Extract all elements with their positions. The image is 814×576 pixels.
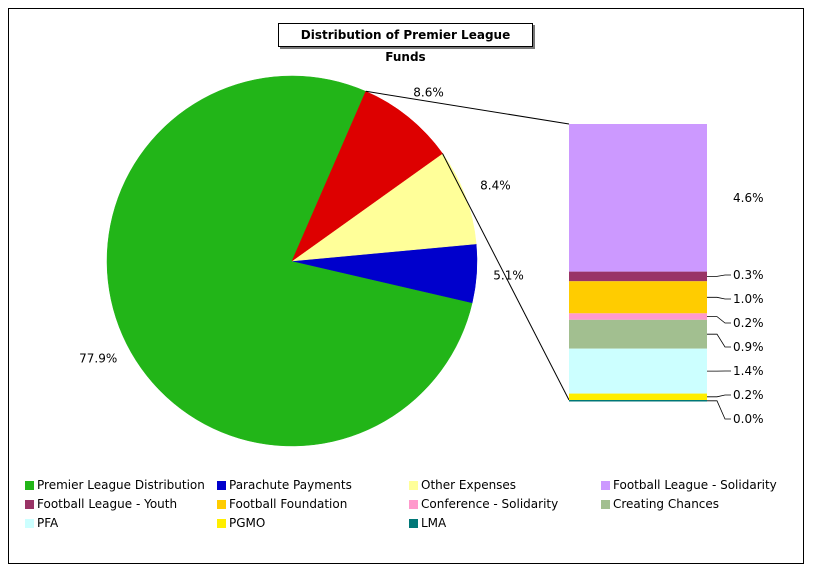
legend-label: Football League - Solidarity: [613, 478, 777, 492]
legend-swatch: [409, 519, 418, 528]
legend-item-football-league-solidarity: Football League - Solidarity: [601, 477, 777, 493]
breakdown-segment-football-league-youth: [569, 271, 707, 282]
breakdown-label-football-league-youth: 0.3%: [733, 268, 764, 282]
legend-swatch: [409, 481, 418, 490]
legend-label: Football League - Youth: [37, 497, 178, 511]
legend-item-football-league-youth: Football League - Youth: [25, 496, 177, 512]
legend-label: Other Expenses: [421, 478, 517, 492]
breakdown-label-football-league-solidarity: 4.6%: [733, 191, 764, 205]
leader-line-conference-solidarity: [707, 316, 731, 324]
legend-label: Creating Chances: [613, 497, 720, 511]
breakdown-connectors: [365, 90, 570, 401]
legend-swatch: [25, 481, 34, 490]
legend-label: Premier League Distribution: [37, 478, 205, 492]
connector-top: [365, 90, 570, 125]
breakdown-segment-lma: [569, 400, 707, 402]
legend-label: Parachute Payments: [229, 478, 352, 492]
leader-line-lma: [707, 400, 731, 420]
legend-label: Conference - Solidarity: [421, 497, 559, 511]
legend-label: PGMO: [229, 516, 266, 530]
legend-swatch: [25, 500, 34, 509]
chart-title: Distribution of Premier League Funds: [278, 23, 533, 64]
legend-item-premier-league-distribution: Premier League Distribution: [25, 477, 205, 493]
legend-item-football-foundation: Football Foundation: [217, 496, 347, 512]
leader-line-football-foundation: [707, 296, 731, 300]
legend-item-other-expenses: Other Expenses: [409, 477, 516, 493]
breakdown-segment-pfa: [569, 348, 707, 394]
breakdown-segment-football-league-solidarity: [569, 124, 707, 272]
connector-bottom: [442, 153, 570, 401]
legend-swatch: [601, 500, 610, 509]
legend-item-pgmo: PGMO: [217, 515, 265, 531]
legend-label: PFA: [37, 516, 59, 530]
pie-label-parachute-payments: 5.1%: [493, 269, 524, 283]
legend-item-lma: LMA: [409, 515, 446, 531]
pie: [106, 75, 478, 447]
data-labels: 77.9% 5.1% 8.4% 8.6% 4.6% 0.3% 1.0% 0.2% 0.9% 1.4…: [79, 85, 763, 426]
leader-line-football-league-youth: [707, 274, 731, 277]
legend-item-pfa: PFA: [25, 515, 58, 531]
breakdown-segment-football-foundation: [569, 281, 707, 314]
legend-swatch: [25, 519, 34, 528]
legend-swatch: [601, 481, 610, 490]
legend-item-conference-solidarity: Conference - Solidarity: [409, 496, 558, 512]
breakdown-label-pgmo: 0.2%: [733, 388, 764, 402]
breakdown-label-creating-chances: 0.9%: [733, 340, 764, 354]
legend-item-creating-chances: Creating Chances: [601, 496, 719, 512]
legend-label: Football Foundation: [229, 497, 348, 511]
breakdown-segment-pgmo: [569, 393, 707, 400]
breakdown-segment-creating-chances: [569, 319, 707, 349]
legend-label: LMA: [421, 516, 447, 530]
breakdown-label-conference-solidarity: 0.2%: [733, 316, 764, 330]
legend-swatch: [217, 500, 226, 509]
legend-swatch: [217, 481, 226, 490]
pie-label-other-expenses: 8.4%: [480, 178, 511, 192]
legend-item-parachute-payments: Parachute Payments: [217, 477, 352, 493]
breakdown-bar: [569, 124, 707, 402]
legend-swatch: [409, 500, 418, 509]
leader-line-pgmo: [707, 394, 731, 398]
pie-label-premier-league-distribution: 77.9%: [79, 352, 117, 366]
breakdown-segment-conference-solidarity: [569, 313, 707, 320]
legend-swatch: [217, 519, 226, 528]
pie-slice-premier-league-distribution: [106, 75, 473, 447]
pie-label-other: 8.6%: [413, 85, 444, 99]
breakdown-label-football-foundation: 1.0%: [733, 292, 764, 306]
leader-line-creating-chances: [707, 333, 731, 348]
pie-slice-other: [291, 91, 443, 262]
breakdown-label-lma: 0.0%: [733, 412, 764, 426]
breakdown-label-pfa: 1.4%: [733, 364, 764, 378]
